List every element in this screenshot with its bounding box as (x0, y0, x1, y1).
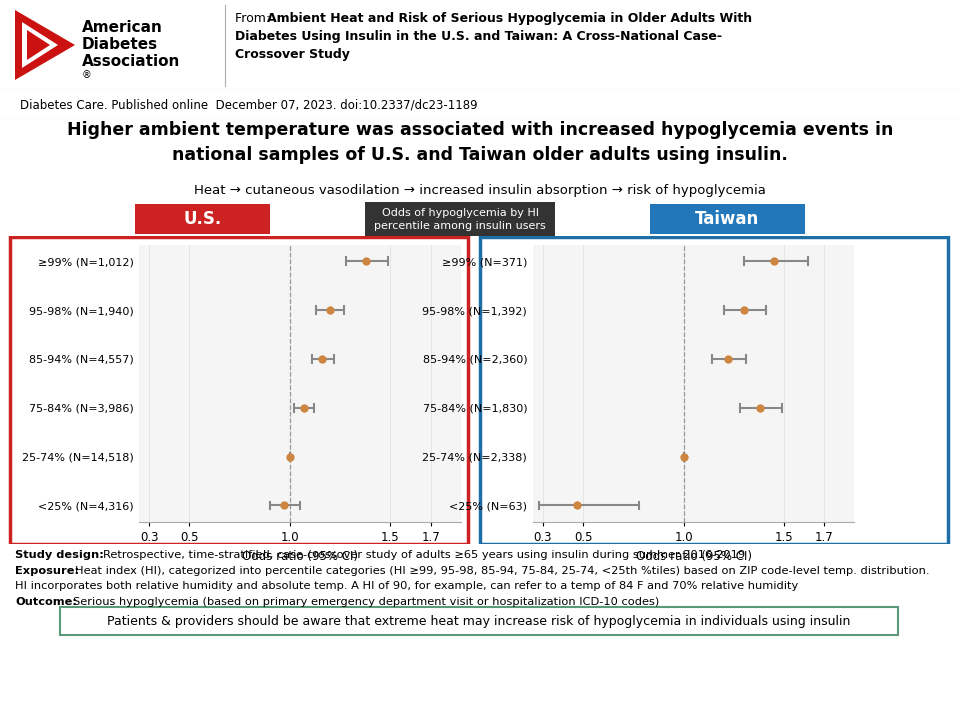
Text: Odds of hypoglycemia by HI
percentile among insulin users: Odds of hypoglycemia by HI percentile am… (374, 208, 546, 231)
Bar (480, 237, 948, 544)
Text: Taiwan: Taiwan (695, 210, 759, 228)
Bar (135, 204, 270, 234)
Text: Heat → cutaneous vasodilation → increased insulin absorption → risk of hypoglyce: Heat → cutaneous vasodilation → increase… (194, 184, 766, 197)
Text: Serious hypoglycemia (based on primary emergency department visit or hospitaliza: Serious hypoglycemia (based on primary e… (73, 598, 660, 608)
Text: American: American (82, 20, 163, 35)
Bar (650, 204, 805, 234)
Polygon shape (27, 30, 50, 60)
Text: Patients & providers should be aware that extreme heat may increase risk of hypo: Patients & providers should be aware tha… (108, 615, 851, 628)
Text: Higher ambient temperature was associated with increased hypoglycemia events in: Higher ambient temperature was associate… (67, 122, 893, 140)
Text: ®: ® (82, 70, 92, 80)
Text: Ambient Heat and Risk of Serious Hypoglycemia in Older Adults With: Ambient Heat and Risk of Serious Hypogly… (267, 12, 752, 25)
Text: Diabetes: Diabetes (82, 37, 158, 52)
Text: Study design:: Study design: (15, 549, 104, 559)
Bar (10, 237, 468, 544)
Polygon shape (15, 10, 75, 80)
Text: Retrospective, time-stratified, case-crossover study of adults ≥65 years using i: Retrospective, time-stratified, case-cro… (103, 549, 745, 559)
Bar (60, 608, 898, 635)
Bar (365, 202, 555, 236)
Text: Exposure:: Exposure: (15, 565, 79, 575)
Text: HI incorporates both relative humidity and absolute temp. A HI of 90, for exampl: HI incorporates both relative humidity a… (15, 582, 799, 591)
Text: Diabetes Care. Published online  December 07, 2023. doi:10.2337/dc23-1189: Diabetes Care. Published online December… (20, 99, 478, 112)
Text: national samples of U.S. and Taiwan older adults using insulin.: national samples of U.S. and Taiwan olde… (172, 146, 788, 164)
Text: Date of Download:  1/9/2024: Date of Download: 1/9/2024 (18, 690, 188, 703)
Text: From:: From: (235, 12, 275, 25)
Text: Crossover Study: Crossover Study (235, 48, 349, 61)
X-axis label: Odds ratio (95% CI): Odds ratio (95% CI) (242, 549, 358, 562)
Text: Heat index (HI), categorized into percentile categories (HI ≥99, 95-98, 85-94, 7: Heat index (HI), categorized into percen… (75, 565, 929, 575)
X-axis label: Odds ratio (95% CI): Odds ratio (95% CI) (636, 549, 752, 562)
Text: Outcome:: Outcome: (15, 598, 77, 608)
Text: Copyright © 2024 American Diabetes Association. All rights reserved.: Copyright © 2024 American Diabetes Assoc… (528, 690, 942, 703)
Text: U.S.: U.S. (184, 210, 222, 228)
Text: Association: Association (82, 54, 180, 69)
Polygon shape (22, 22, 58, 68)
Text: Diabetes Using Insulin in the U.S. and Taiwan: A Cross-National Case-: Diabetes Using Insulin in the U.S. and T… (235, 30, 722, 43)
